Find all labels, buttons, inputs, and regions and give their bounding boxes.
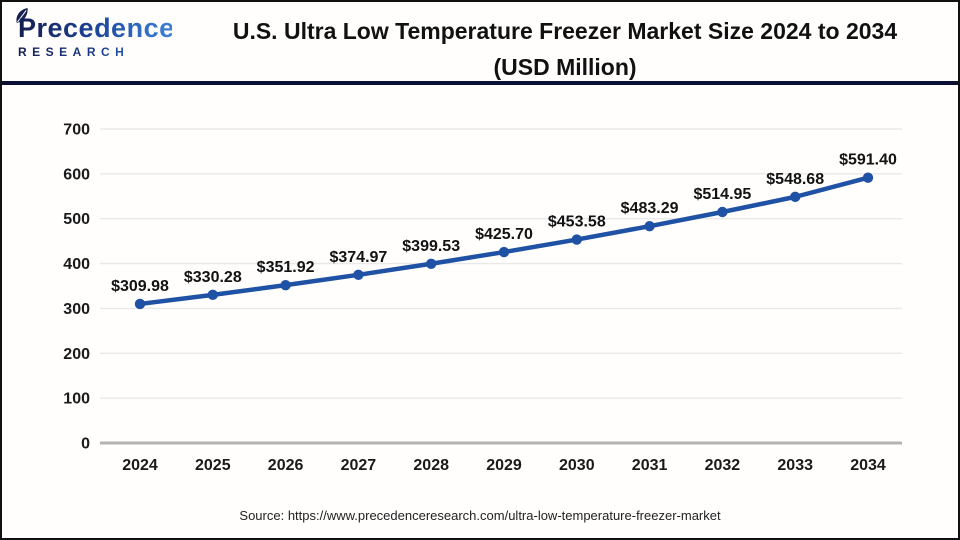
svg-text:$483.29: $483.29 <box>621 200 679 217</box>
leaf-icon <box>16 8 28 24</box>
source-text: Source: https://www.precedenceresearch.c… <box>239 508 721 523</box>
svg-text:100: 100 <box>63 391 90 408</box>
svg-text:$351.92: $351.92 <box>257 259 315 276</box>
svg-text:$514.95: $514.95 <box>693 186 751 203</box>
brand-logo: Precedence RESEARCH <box>2 2 175 59</box>
title-line-1: U.S. Ultra Low Temperature Freezer Marke… <box>232 18 898 44</box>
svg-text:$330.28: $330.28 <box>184 269 242 286</box>
line-chart: 0 100 200 300 400 500 600 700 2024 2025 2026 2027 20… <box>63 122 902 474</box>
svg-text:2024: 2024 <box>122 457 158 474</box>
brand-text: Precedence <box>18 13 175 43</box>
svg-text:300: 300 <box>63 301 90 318</box>
chart-title: U.S. Ultra Low Temperature Freezer Marke… <box>172 14 958 85</box>
svg-text:$374.97: $374.97 <box>329 249 387 266</box>
svg-text:$425.70: $425.70 <box>475 226 533 243</box>
svg-text:2027: 2027 <box>341 457 377 474</box>
svg-text:400: 400 <box>63 256 90 273</box>
svg-text:2026: 2026 <box>268 457 304 474</box>
svg-text:2031: 2031 <box>632 457 668 474</box>
svg-text:$309.98: $309.98 <box>111 278 169 295</box>
svg-text:2030: 2030 <box>559 457 595 474</box>
brand-subtext: RESEARCH <box>18 45 172 59</box>
svg-text:$453.58: $453.58 <box>548 214 606 231</box>
svg-text:200: 200 <box>63 346 90 363</box>
svg-text:2028: 2028 <box>413 457 449 474</box>
svg-text:$548.68: $548.68 <box>766 171 824 188</box>
svg-text:2034: 2034 <box>850 457 886 474</box>
svg-text:600: 600 <box>63 166 90 183</box>
svg-text:500: 500 <box>63 211 90 228</box>
header: Precedence RESEARCH U.S. Ultra Low Tempe… <box>2 2 958 81</box>
svg-text:0: 0 <box>81 436 90 453</box>
svg-text:700: 700 <box>63 122 90 139</box>
svg-text:2033: 2033 <box>777 457 813 474</box>
svg-text:2025: 2025 <box>195 457 231 474</box>
svg-text:$399.53: $399.53 <box>402 238 460 255</box>
svg-text:$591.40: $591.40 <box>839 152 897 169</box>
svg-text:2029: 2029 <box>486 457 522 474</box>
title-line-2: (USD Million) <box>493 53 637 80</box>
header-divider <box>2 81 958 85</box>
svg-text:2032: 2032 <box>705 457 741 474</box>
